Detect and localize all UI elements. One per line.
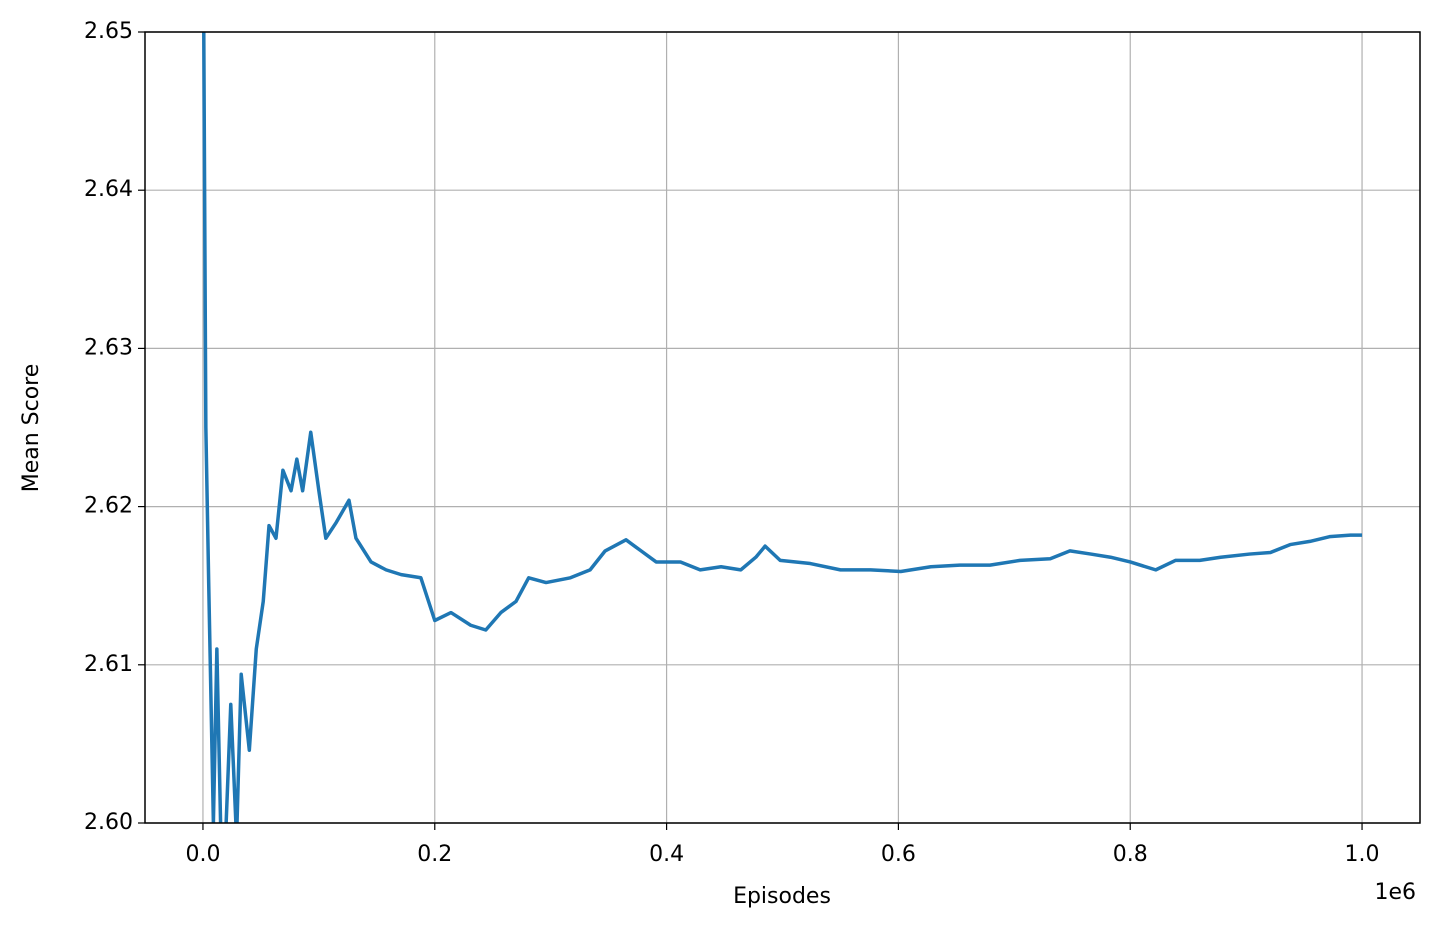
grid	[145, 31, 1420, 824]
data-line	[202, 32, 1363, 823]
y-tick-label: 2.60	[84, 810, 133, 835]
x-tick-label: 0.0	[185, 842, 220, 867]
x-tick-label: 0.8	[1113, 842, 1148, 867]
y-tick-label: 2.64	[84, 177, 133, 202]
x-tick-label: 1.0	[1345, 842, 1380, 867]
axes-frame	[144, 31, 1421, 824]
y-tick-label: 2.62	[84, 494, 133, 519]
x-axis-label: Episodes	[733, 884, 831, 909]
y-axis-label: Mean Score	[19, 364, 44, 493]
y-tick-label: 2.61	[84, 652, 133, 677]
plot-area	[202, 32, 1363, 823]
y-tick-label: 2.63	[84, 335, 133, 360]
y-tick-label: 2.65	[84, 19, 133, 44]
x-tick-label: 0.6	[881, 842, 916, 867]
x-offset-label: 1e6	[1374, 880, 1416, 905]
x-tick-label: 0.4	[649, 842, 684, 867]
x-tick-label: 0.2	[417, 842, 452, 867]
